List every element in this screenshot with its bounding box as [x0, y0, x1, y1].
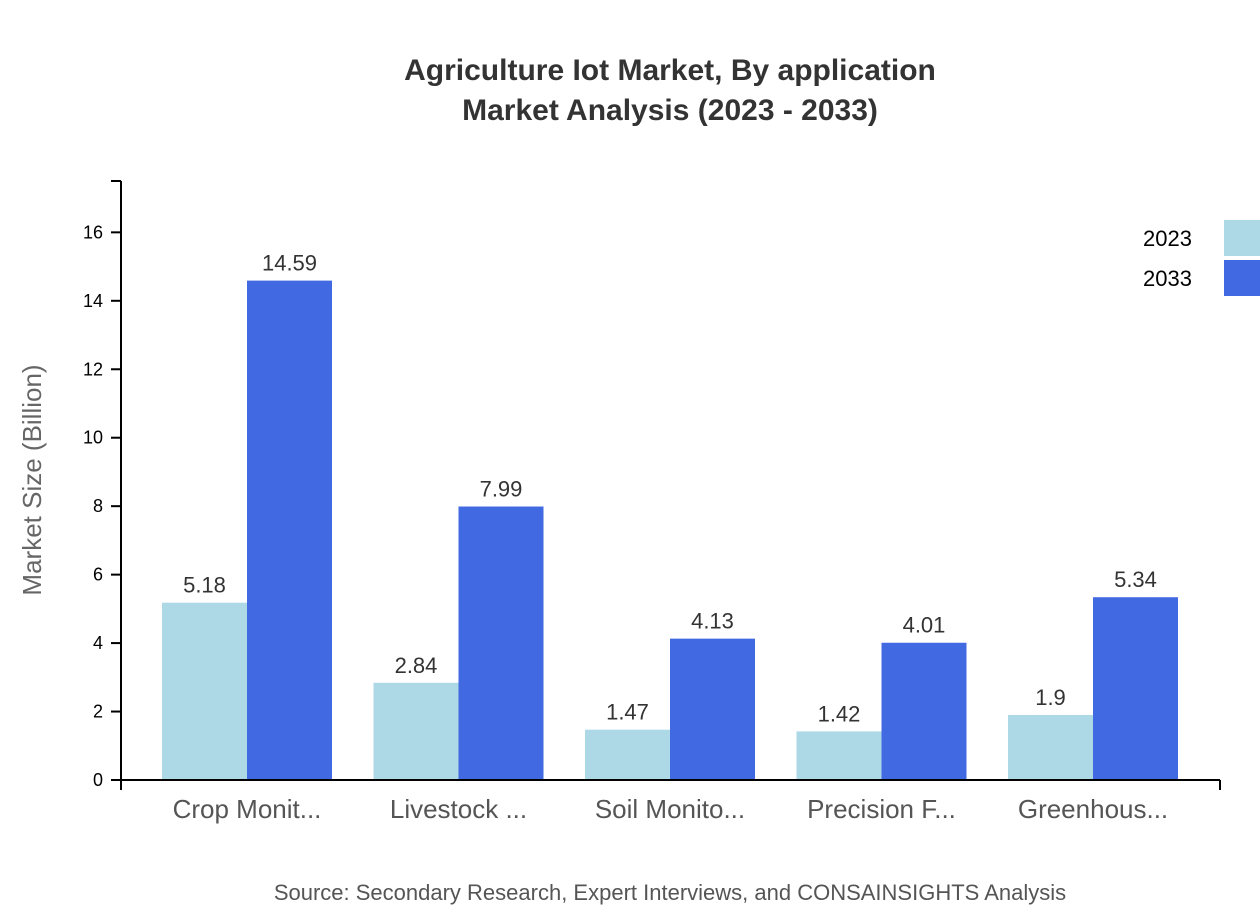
x-tick-label: Crop Monit...	[173, 794, 322, 824]
data-label: 2.84	[395, 653, 438, 678]
source-note: Source: Secondary Research, Expert Inter…	[274, 880, 1066, 905]
x-tick-label: Soil Monito...	[595, 794, 745, 824]
data-label: 14.59	[262, 251, 317, 276]
bar-2033	[881, 642, 967, 780]
bar-2023	[585, 729, 670, 780]
y-tick-label: 0	[93, 770, 103, 790]
bar-2023	[162, 602, 247, 780]
bar-2033	[247, 280, 332, 780]
y-tick-label: 16	[83, 222, 103, 242]
y-tick-label: 6	[93, 565, 103, 585]
y-axis-label: Market Size (Billion)	[17, 364, 47, 595]
chart-title: Agriculture Iot Market, By application	[404, 54, 936, 87]
x-tick-label: Greenhous...	[1018, 794, 1168, 824]
data-label: 5.34	[1114, 567, 1157, 592]
x-tick-label: Precision F...	[807, 794, 956, 824]
legend-swatch-2023	[1224, 220, 1260, 256]
data-label: 1.9	[1035, 685, 1066, 710]
data-label: 4.01	[903, 613, 946, 638]
y-tick-label: 2	[93, 702, 103, 722]
legend-swatch-2033	[1224, 260, 1260, 296]
bar-2033	[458, 506, 544, 780]
bar-2023	[373, 682, 459, 780]
data-label: 4.13	[691, 609, 734, 634]
legend-label: 2023	[1143, 226, 1192, 251]
bar-2033	[1093, 597, 1178, 780]
data-label: 5.18	[183, 573, 226, 598]
bar-2023	[1008, 714, 1093, 780]
y-tick-label: 10	[83, 428, 103, 448]
chart-subtitle: Market Analysis (2023 - 2033)	[462, 94, 878, 127]
data-label: 1.42	[818, 701, 861, 726]
y-tick-label: 14	[83, 291, 103, 311]
bar-2033	[670, 638, 755, 780]
y-tick-label: 12	[83, 359, 103, 379]
data-label: 1.47	[606, 700, 649, 725]
data-label: 7.99	[480, 477, 523, 502]
x-tick-label: Livestock ...	[390, 794, 527, 824]
y-tick-label: 4	[93, 633, 103, 653]
legend-label: 2033	[1143, 266, 1192, 291]
bar-2023	[796, 731, 882, 780]
y-tick-label: 8	[93, 496, 103, 516]
